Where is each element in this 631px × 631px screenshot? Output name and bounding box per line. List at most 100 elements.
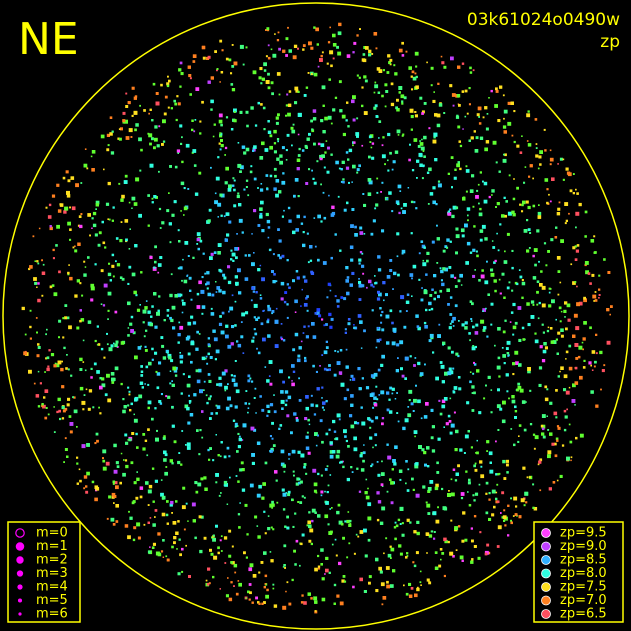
star <box>195 87 200 91</box>
star <box>393 459 396 462</box>
star <box>381 506 386 511</box>
star <box>373 32 378 36</box>
star <box>115 260 117 263</box>
star <box>76 426 78 428</box>
star <box>288 376 291 379</box>
star <box>304 356 307 360</box>
star <box>91 217 94 220</box>
star <box>340 460 343 464</box>
star <box>275 179 280 183</box>
star <box>197 247 200 251</box>
star <box>457 125 461 129</box>
star <box>292 55 297 60</box>
star <box>106 373 110 378</box>
star <box>230 249 233 252</box>
star <box>256 493 261 498</box>
star <box>210 412 214 415</box>
star <box>362 459 365 463</box>
star <box>565 390 570 395</box>
star <box>150 315 153 318</box>
star <box>363 111 368 115</box>
star <box>495 161 498 164</box>
star <box>220 330 225 335</box>
star <box>407 468 410 471</box>
star <box>162 436 166 440</box>
star <box>448 420 452 423</box>
star <box>430 84 433 87</box>
star <box>521 279 524 282</box>
star <box>236 340 239 343</box>
star <box>419 163 423 167</box>
star <box>257 268 261 272</box>
star <box>131 86 135 90</box>
star <box>581 341 584 344</box>
zp-label: zp=9.5 <box>560 526 607 541</box>
star <box>133 110 138 115</box>
star <box>62 336 65 339</box>
star <box>532 483 535 486</box>
star <box>578 301 583 306</box>
star <box>324 490 326 493</box>
star <box>375 47 378 50</box>
star <box>310 394 313 397</box>
star <box>321 440 324 444</box>
star <box>484 280 489 285</box>
star <box>257 187 259 189</box>
star <box>341 160 345 164</box>
star <box>138 394 143 399</box>
star <box>271 92 274 96</box>
star <box>217 216 219 218</box>
star <box>127 101 131 105</box>
star <box>468 139 471 142</box>
star <box>116 263 121 267</box>
star <box>559 474 563 478</box>
star <box>376 191 379 194</box>
star <box>138 137 142 142</box>
star <box>213 555 218 560</box>
star <box>469 251 473 254</box>
star <box>478 411 482 415</box>
star <box>259 264 262 267</box>
star <box>458 104 461 107</box>
star <box>265 212 269 217</box>
star <box>399 340 404 345</box>
star <box>594 360 597 364</box>
star <box>56 410 59 414</box>
star <box>369 426 372 429</box>
star <box>521 135 523 137</box>
star <box>423 135 427 140</box>
star <box>501 419 506 424</box>
star <box>107 181 111 186</box>
star <box>443 65 447 69</box>
star <box>83 273 87 277</box>
star <box>316 387 320 391</box>
star <box>247 411 249 414</box>
star <box>139 104 141 107</box>
star <box>538 383 542 387</box>
star <box>68 325 72 330</box>
star <box>285 590 287 593</box>
star <box>286 303 289 306</box>
star <box>262 310 265 312</box>
star <box>296 477 300 481</box>
star <box>57 209 62 213</box>
star <box>280 336 283 339</box>
star <box>291 578 294 582</box>
star <box>524 166 527 168</box>
star <box>478 116 480 118</box>
star <box>46 356 50 360</box>
star <box>396 202 400 206</box>
star <box>563 409 567 413</box>
star <box>469 71 473 74</box>
star <box>306 309 309 312</box>
star <box>495 491 498 494</box>
star <box>61 360 63 363</box>
star <box>158 400 162 404</box>
star <box>481 224 486 229</box>
star <box>193 164 197 167</box>
star <box>436 471 440 474</box>
star <box>186 383 191 388</box>
star <box>295 270 299 273</box>
star <box>276 39 280 42</box>
star <box>321 154 325 158</box>
